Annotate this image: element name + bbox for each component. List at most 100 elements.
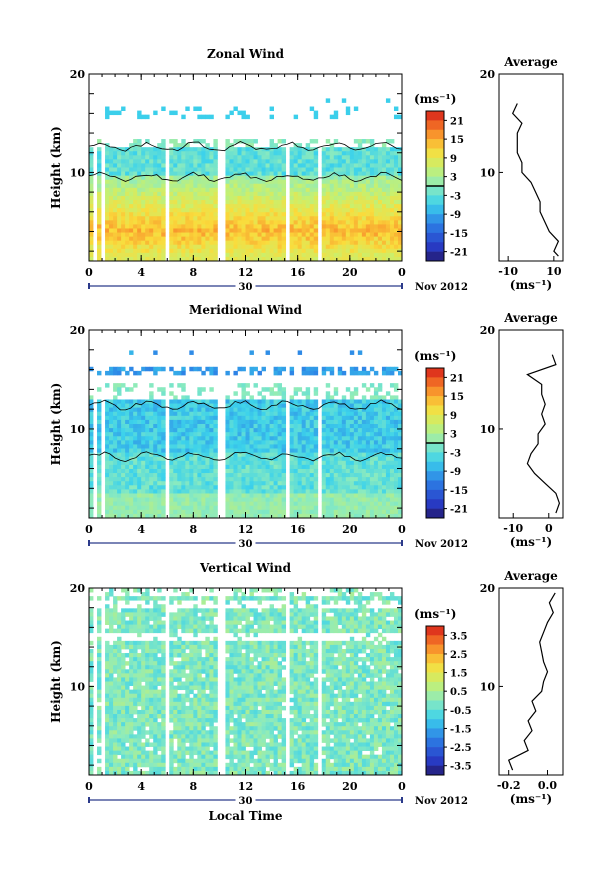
heatmap-cell [390, 489, 394, 493]
heatmap-cell [310, 506, 314, 510]
heatmap-cell [346, 424, 350, 428]
heatmap-cell [274, 444, 278, 448]
heatmap-cell [225, 473, 229, 477]
heatmap-cell [157, 457, 161, 461]
heatmap-cell [394, 461, 398, 465]
heatmap-cell [145, 481, 149, 485]
heatmap-cell [382, 180, 386, 184]
heatmap-cell [213, 196, 217, 200]
heatmap-cell [306, 237, 310, 241]
heatmap-cell [193, 436, 197, 440]
heatmap-cell [181, 596, 185, 600]
heatmap-cell [117, 412, 121, 416]
heatmap-cell [181, 493, 185, 497]
heatmap-cell [169, 204, 173, 208]
heatmap-cell [254, 416, 258, 420]
heatmap-cell [149, 249, 153, 253]
heatmap-cell [274, 612, 278, 616]
heatmap-cell [346, 184, 350, 188]
heatmap-cell [278, 440, 282, 444]
heatmap-cell [193, 233, 197, 237]
heatmap-cell [322, 212, 326, 216]
heatmap-cell [141, 408, 145, 412]
heatmap-cell [254, 245, 258, 249]
heatmap-cell [262, 432, 266, 436]
heatmap-cell [157, 436, 161, 440]
heatmap-cell [390, 383, 394, 387]
heatmap-cell [262, 176, 266, 180]
heatmap-cell [169, 612, 173, 616]
heatmap-cell [378, 444, 382, 448]
heatmap-cell [189, 424, 193, 428]
heatmap-cell [169, 253, 173, 257]
heatmap-cell [149, 404, 153, 408]
heatmap-cell [145, 510, 149, 514]
heatmap-cell [246, 220, 250, 224]
heatmap-cell [358, 465, 362, 469]
heatmap-cell [386, 596, 390, 600]
heatmap-cell [233, 249, 237, 253]
heatmap-cell [346, 432, 350, 436]
heatmap-cell [133, 200, 137, 204]
heatmap-cell [113, 253, 117, 257]
heatmap-cell [133, 612, 137, 616]
heatmap-cell [201, 139, 205, 143]
heatmap-cell [237, 420, 241, 424]
heatmap-cell [358, 420, 362, 424]
heatmap-cell [274, 233, 278, 237]
heatmap-cell [258, 147, 262, 151]
heatmap-cell [213, 612, 217, 616]
heatmap-cell [145, 184, 149, 188]
heatmap-cell [274, 412, 278, 416]
heatmap-cell [294, 457, 298, 461]
heatmap-cell [266, 204, 270, 208]
heatmap-cell [185, 432, 189, 436]
heatmap-cell [197, 461, 201, 465]
heatmap-cell [141, 465, 145, 469]
heatmap-cell [229, 420, 233, 424]
heatmap-cell [193, 204, 197, 208]
heatmap-cell [338, 592, 342, 596]
heatmap-cell [306, 416, 310, 420]
heatmap-cell [366, 139, 370, 143]
heatmap-cell [346, 440, 350, 444]
heatmap-cell [133, 212, 137, 216]
heatmap-cell [149, 481, 153, 485]
heatmap-cell [185, 228, 189, 232]
heatmap-cell [121, 428, 125, 432]
heatmap-cell [250, 224, 254, 228]
heatmap-cell [189, 420, 193, 424]
heatmap-cell [266, 399, 270, 403]
heatmap-cell [354, 371, 358, 375]
heatmap-cell [382, 237, 386, 241]
heatmap-cell [117, 465, 121, 469]
heatmap-cell [246, 408, 250, 412]
heatmap-cell [254, 200, 258, 204]
heatmap-cell [330, 253, 334, 257]
heatmap-cell [177, 596, 181, 600]
heatmap-cell [161, 461, 165, 465]
heatmap-cell [225, 395, 229, 399]
heatmap-cell [334, 224, 338, 228]
heatmap-cell [266, 440, 270, 444]
heatmap-cell [157, 180, 161, 184]
heatmap-cell [201, 412, 205, 416]
heatmap-cell [157, 253, 161, 257]
heatmap-cell [181, 115, 185, 119]
heatmap-cell [105, 204, 109, 208]
heatmap-cell [109, 461, 113, 465]
heatmap-cell [121, 444, 125, 448]
heatmap-cell [105, 416, 109, 420]
heatmap-cell [229, 216, 233, 220]
heatmap-cell [394, 416, 398, 420]
heatmap-cell [298, 399, 302, 403]
heatmap-cell [254, 469, 258, 473]
heatmap-cell [181, 192, 185, 196]
heatmap-cell [314, 224, 318, 228]
heatmap-cell [125, 168, 129, 172]
heatmap-cell [386, 489, 390, 493]
heatmap-cell [229, 249, 233, 253]
heatmap-cell [177, 493, 181, 497]
heatmap-cell [181, 371, 185, 375]
colorbar-segment [426, 499, 444, 509]
